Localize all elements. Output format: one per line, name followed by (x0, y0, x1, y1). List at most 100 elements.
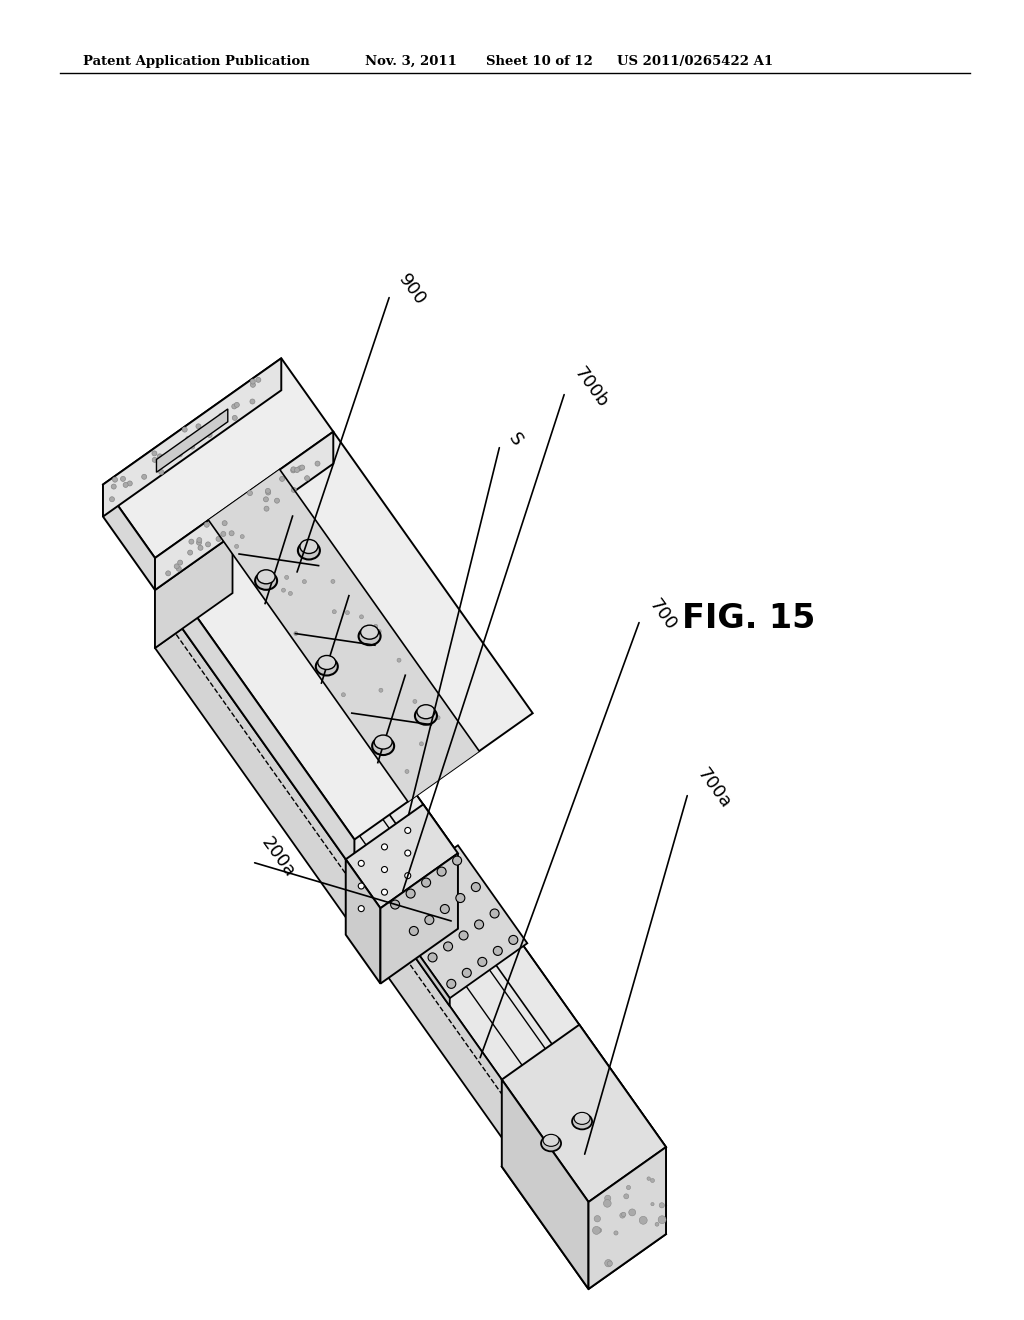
Circle shape (622, 1212, 626, 1217)
Ellipse shape (360, 626, 379, 639)
Polygon shape (103, 484, 155, 590)
Polygon shape (381, 900, 450, 1006)
Circle shape (459, 931, 468, 940)
Ellipse shape (317, 656, 336, 669)
Polygon shape (155, 432, 333, 590)
Circle shape (248, 491, 253, 495)
Circle shape (607, 1261, 612, 1266)
Polygon shape (103, 358, 282, 516)
Ellipse shape (574, 1113, 590, 1125)
Ellipse shape (415, 706, 437, 725)
Circle shape (189, 444, 195, 449)
Text: 700b: 700b (570, 363, 611, 411)
Circle shape (285, 576, 289, 579)
Circle shape (494, 946, 503, 956)
Ellipse shape (255, 572, 278, 590)
Circle shape (291, 467, 296, 473)
Circle shape (397, 659, 401, 663)
Polygon shape (155, 558, 354, 871)
Circle shape (345, 611, 349, 615)
Circle shape (251, 383, 255, 387)
Polygon shape (155, 432, 532, 840)
Circle shape (509, 936, 518, 944)
Polygon shape (346, 859, 381, 983)
Circle shape (153, 457, 158, 462)
Circle shape (597, 1228, 601, 1233)
Circle shape (651, 1203, 654, 1205)
Circle shape (407, 890, 415, 898)
Circle shape (177, 560, 182, 565)
Ellipse shape (372, 737, 394, 755)
Circle shape (471, 883, 480, 891)
Circle shape (174, 564, 179, 569)
Polygon shape (381, 845, 527, 998)
Circle shape (112, 484, 117, 490)
Circle shape (620, 1213, 625, 1218)
Polygon shape (589, 1147, 666, 1290)
Circle shape (197, 540, 202, 545)
Circle shape (159, 470, 164, 474)
Circle shape (629, 1209, 636, 1216)
Circle shape (216, 536, 221, 541)
Circle shape (390, 900, 399, 909)
Circle shape (188, 539, 194, 544)
Circle shape (265, 490, 270, 495)
Circle shape (123, 482, 128, 487)
Circle shape (490, 909, 499, 917)
Ellipse shape (572, 1113, 592, 1130)
Ellipse shape (315, 657, 338, 676)
Circle shape (265, 488, 270, 494)
Polygon shape (155, 535, 232, 648)
Circle shape (437, 867, 446, 876)
Circle shape (446, 979, 456, 989)
Ellipse shape (374, 735, 392, 748)
Circle shape (413, 700, 417, 704)
Circle shape (358, 883, 365, 888)
Circle shape (263, 496, 268, 502)
Circle shape (428, 953, 437, 962)
Circle shape (222, 520, 227, 525)
Circle shape (234, 544, 239, 548)
Text: 900: 900 (395, 271, 429, 309)
Circle shape (234, 403, 240, 408)
Ellipse shape (543, 1134, 559, 1146)
Ellipse shape (541, 1135, 561, 1151)
Circle shape (404, 873, 411, 879)
Circle shape (655, 1222, 658, 1226)
Text: 700a: 700a (693, 764, 734, 812)
Circle shape (295, 467, 299, 473)
Circle shape (196, 424, 201, 429)
Circle shape (382, 866, 387, 873)
Polygon shape (381, 853, 458, 983)
Circle shape (462, 969, 471, 977)
Circle shape (456, 894, 465, 903)
Ellipse shape (417, 705, 435, 718)
Ellipse shape (300, 540, 317, 553)
Text: 200a: 200a (257, 833, 298, 880)
Circle shape (478, 957, 486, 966)
Polygon shape (103, 358, 333, 558)
Circle shape (382, 843, 387, 850)
Text: FIG. 15: FIG. 15 (682, 602, 815, 635)
Circle shape (187, 550, 193, 556)
Circle shape (231, 404, 237, 409)
Circle shape (141, 474, 146, 479)
Circle shape (166, 570, 171, 576)
Circle shape (639, 1216, 647, 1224)
Circle shape (627, 1185, 631, 1189)
Ellipse shape (257, 570, 275, 583)
Circle shape (614, 1230, 618, 1236)
Circle shape (474, 920, 483, 929)
Polygon shape (155, 590, 589, 1261)
Circle shape (315, 461, 321, 466)
Circle shape (624, 1193, 629, 1199)
Circle shape (358, 906, 365, 912)
Text: Patent Application Publication: Patent Application Publication (83, 55, 309, 69)
Circle shape (264, 506, 269, 511)
Circle shape (294, 631, 298, 635)
Circle shape (650, 1179, 654, 1183)
Circle shape (659, 1203, 665, 1208)
Circle shape (152, 451, 157, 455)
Circle shape (198, 545, 203, 550)
Circle shape (440, 904, 450, 913)
